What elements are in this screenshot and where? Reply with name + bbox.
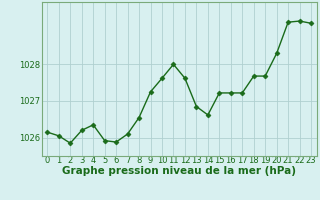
X-axis label: Graphe pression niveau de la mer (hPa): Graphe pression niveau de la mer (hPa)	[62, 166, 296, 176]
